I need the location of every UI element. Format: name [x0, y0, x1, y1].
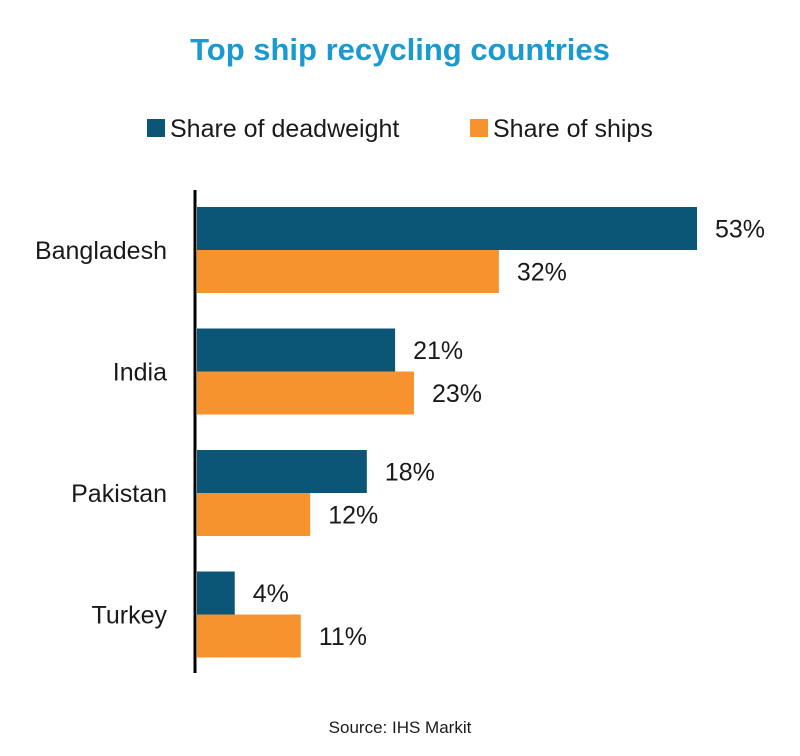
chart-title: Top ship recycling countries [190, 32, 610, 67]
bar-pakistan-share-of-deadweight [197, 450, 367, 493]
value-label-bangladesh-share-of-deadweight: 53% [715, 216, 765, 244]
legend-swatch-share-of-deadweight [147, 119, 165, 137]
value-label-pakistan-share-of-deadweight: 18% [385, 459, 435, 487]
legend: Share of deadweight Share of ships [147, 115, 653, 143]
bar-india-share-of-deadweight [197, 328, 396, 372]
category-label-india: India [113, 359, 167, 387]
category-label-bangladesh: Bangladesh [35, 237, 167, 265]
category-label-turkey: Turkey [92, 602, 168, 630]
bars-group [197, 207, 697, 658]
value-label-bangladesh-share-of-ships: 32% [517, 259, 567, 287]
legend-label-share-of-deadweight: Share of deadweight [170, 115, 399, 143]
labels-group: Bangladesh 53% 32% India 21% 23% Pakistan 18%12… [35, 216, 765, 652]
bar-turkey-share-of-deadweight [197, 571, 235, 615]
category-label-pakistan: Pakistan [71, 480, 167, 508]
value-label-turkey-share-of-ships: 11% [319, 623, 367, 651]
bar-bangladesh-share-of-ships [197, 250, 499, 293]
bar-turkey-share-of-ships [197, 614, 301, 658]
bar-bangladesh-share-of-deadweight [197, 207, 697, 250]
value-label-pakistan-share-of-ships: 12% [328, 502, 378, 530]
bar-pakistan-share-of-ships [197, 493, 311, 536]
source-note: Source: IHS Markit [329, 718, 472, 737]
value-label-india-share-of-ships: 23% [432, 380, 482, 408]
legend-swatch-share-of-ships [470, 119, 488, 137]
bar-india-share-of-ships [197, 371, 414, 415]
value-label-india-share-of-deadweight: 21% [413, 337, 463, 365]
value-label-turkey-share-of-deadweight: 4% [253, 580, 289, 608]
legend-label-share-of-ships: Share of ships [493, 115, 653, 143]
